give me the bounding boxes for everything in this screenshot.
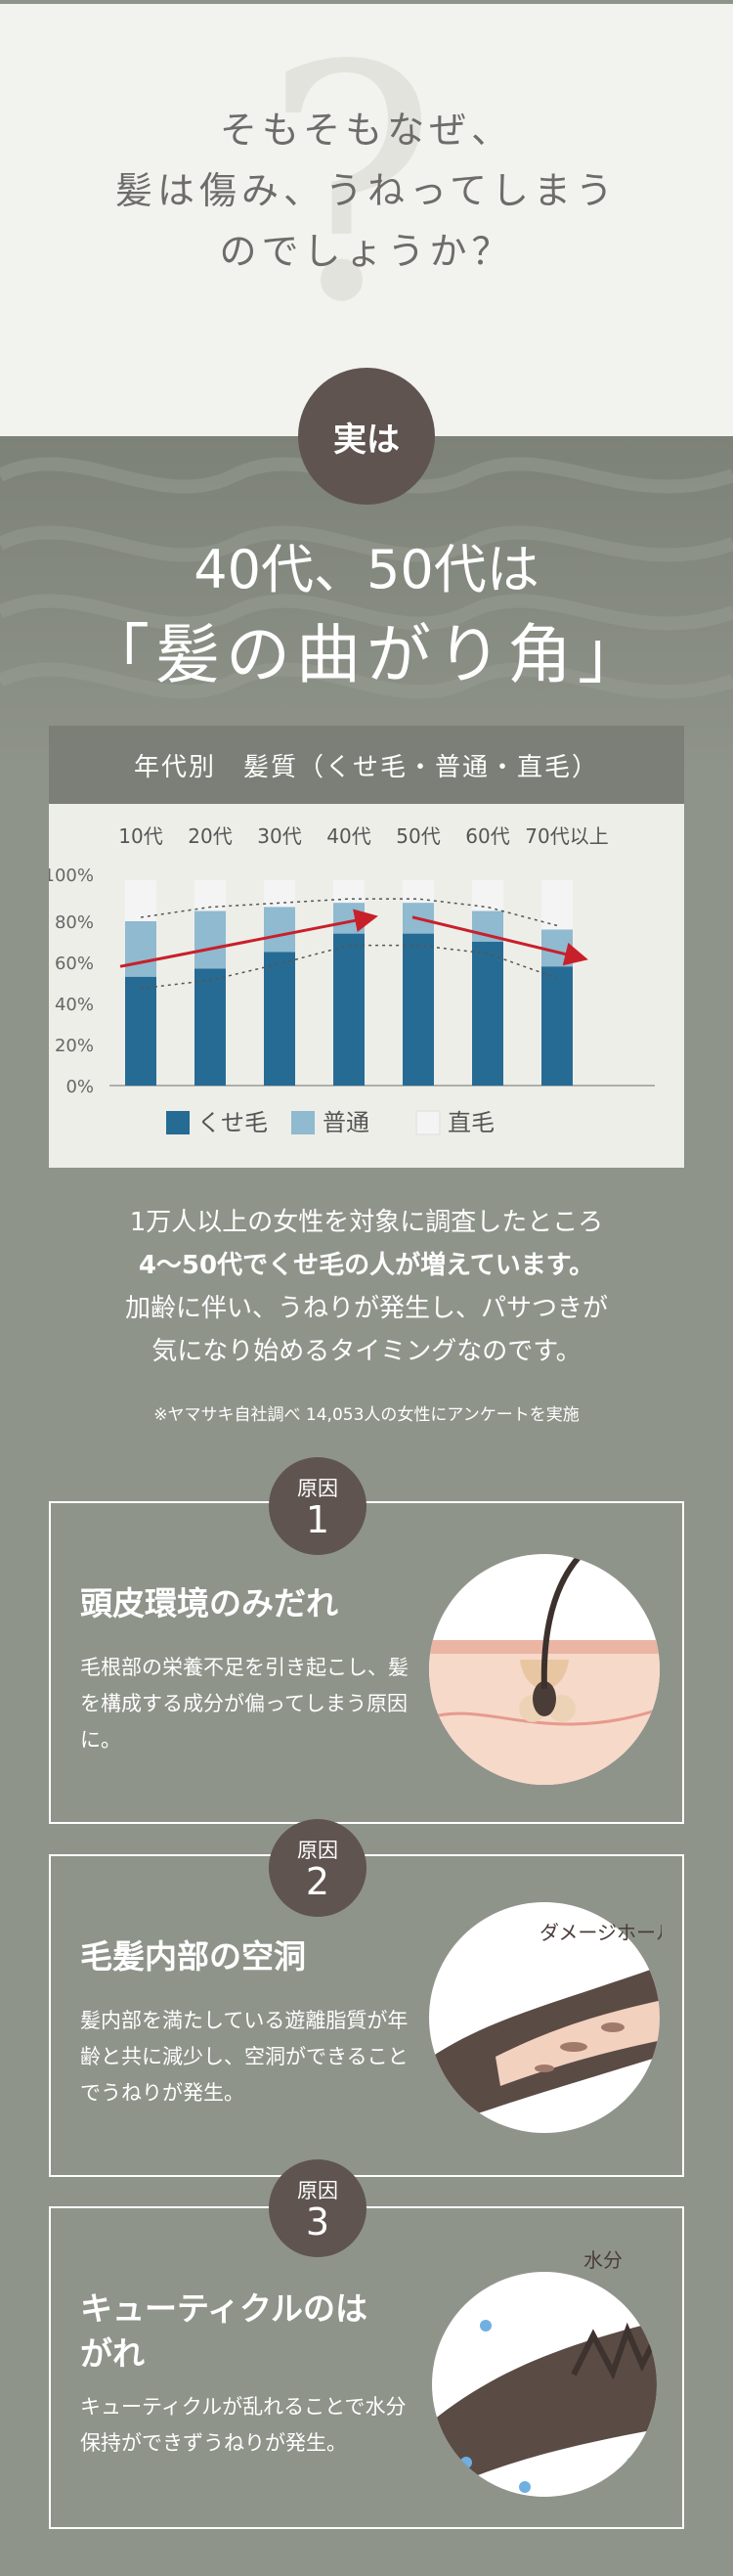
header-section: ? そもそもなぜ、 髪は傷み、うねってしまう のでしょうか？	[0, 0, 733, 436]
bar-segment	[194, 910, 226, 969]
legend-swatch	[415, 1110, 441, 1135]
bar-segment	[333, 880, 365, 904]
y-tick-label: 20%	[55, 1036, 94, 1056]
cause-title: キューティクルのはがれ	[80, 2289, 368, 2373]
trend-band-lower	[140, 944, 558, 990]
bar-segment	[125, 976, 156, 1086]
description-line: 4〜50代でくせ毛の人が増えています。	[138, 1251, 595, 1280]
heading-line: 髪は傷み、うねってしまう	[114, 169, 619, 212]
bar-segment	[333, 933, 365, 1086]
survey-note: ※ヤマサキ自社調べ 14,053人の女性にアンケートを実施	[153, 1405, 580, 1425]
y-tick-label: 100%	[49, 866, 94, 886]
bar-segment	[403, 880, 434, 904]
legend-swatch	[166, 1111, 190, 1134]
question-mark-icon: ?	[264, 0, 437, 373]
category-label: 20代	[188, 824, 232, 848]
turning-point-title: 「髪の曲がり角」	[85, 617, 648, 692]
cause-number: 3	[305, 2200, 330, 2243]
y-tick-label: 80%	[55, 912, 94, 933]
cause-text: 毛根部の栄養不足を引き起こし、髪を構成する成分が偏ってしまう原因に。	[80, 1656, 409, 1752]
cuticle-illustration-icon: 水分	[432, 2248, 657, 2497]
illus-label: 水分	[583, 2248, 623, 2272]
category-label: 10代	[118, 824, 162, 848]
bar-segment	[264, 952, 295, 1086]
description-line: 1万人以上の女性を対象に調査したところ	[129, 1208, 604, 1237]
cause-number: 1	[305, 1498, 330, 1541]
bar-segment	[194, 880, 226, 911]
bar-segment	[125, 921, 156, 977]
cause-badge-2: 原因 2	[269, 1819, 366, 1917]
cause-card-3: キューティクルのはがれ キューティクルが乱れることで水分保持ができずうねりが発生…	[49, 2206, 684, 2529]
cause-label: 原因	[297, 1839, 338, 1862]
chart-plot: 100% 80% 60% 40% 20% 0% 10代 20代 30代 40代 50代 60代 70代以…	[49, 824, 655, 1136]
scalp-illustration-icon	[429, 1554, 660, 1785]
description-line: 気になり始めるタイミングなのです。	[151, 1337, 582, 1366]
bar-segment	[125, 880, 156, 921]
cause-title: 頭皮環境のみだれ	[80, 1584, 338, 1622]
cause-number: 2	[305, 1860, 330, 1903]
bar-segment	[403, 933, 434, 1086]
bar-segment	[194, 968, 226, 1086]
chart-title: 年代別 髪質（くせ毛・普通・直毛）	[49, 726, 684, 804]
cause-card-2: 毛髪内部の空洞 髪内部を満たしている遊離脂質が年齢と共に減少し、空洞ができること…	[49, 1854, 684, 2177]
decrease-arrow	[411, 915, 588, 966]
category-label: 70代以上	[525, 824, 608, 848]
legend-label: 普通	[323, 1109, 369, 1136]
hair-type-chart: 年代別 髪質（くせ毛・普通・直毛） 100% 80% 60% 40% 20% 0% 10代 2…	[49, 726, 684, 1168]
legend-swatch	[291, 1111, 315, 1134]
trend-band-upper	[140, 898, 558, 927]
y-tick-label: 40%	[55, 995, 94, 1015]
age-title: 40代、50代は	[194, 539, 539, 600]
bar-segment	[541, 966, 573, 1086]
cause-label: 原因	[297, 1477, 338, 1500]
cause-badge-1: 原因 1	[269, 1457, 366, 1555]
cause-text: 髪内部を満たしている遊離脂質が年齢と共に減少し、空洞ができることでうねりが発生。	[80, 2009, 409, 2105]
legend-label: 直毛	[448, 1109, 495, 1136]
jitsu-badge: 実は	[298, 368, 435, 505]
page-heading: そもそもなぜ、 髪は傷み、うねってしまう のでしょうか？	[0, 100, 733, 282]
category-label: 30代	[257, 824, 301, 848]
hair-damage-illustration-icon: ダメージホール	[429, 1902, 662, 2133]
heading-line: そもそもなぜ、	[219, 109, 514, 152]
y-tick-label: 60%	[55, 954, 94, 974]
category-label: 50代	[396, 824, 440, 848]
illus-label: ダメージホール	[539, 1921, 662, 1944]
cause-badge-3: 原因 3	[269, 2159, 366, 2257]
cause-title: 毛髪内部の空洞	[80, 1937, 306, 1976]
bar-segment	[264, 907, 295, 953]
bar-segment	[472, 942, 503, 1086]
description-line: 加齢に伴い、うねりが発生し、パサつきが	[124, 1294, 608, 1323]
heading-line: のでしょうか？	[219, 230, 514, 273]
y-tick-label: 0%	[65, 1077, 94, 1097]
cause-text: キューティクルが乱れることで水分保持ができずうねりが発生。	[80, 2395, 407, 2455]
category-label: 60代	[465, 824, 509, 848]
survey-description: 1万人以上の女性を対象に調査したところ 4〜50代でくせ毛の人が増えています。 …	[0, 1201, 733, 1373]
increase-arrow	[119, 909, 378, 968]
cause-card-1: 頭皮環境のみだれ 毛根部の栄養不足を引き起こし、髪を構成する成分が偏ってしまう原…	[49, 1501, 684, 1824]
category-label: 40代	[326, 824, 370, 848]
bar-segment	[541, 880, 573, 930]
cause-label: 原因	[297, 2179, 338, 2202]
legend-label: くせ毛	[197, 1109, 268, 1136]
